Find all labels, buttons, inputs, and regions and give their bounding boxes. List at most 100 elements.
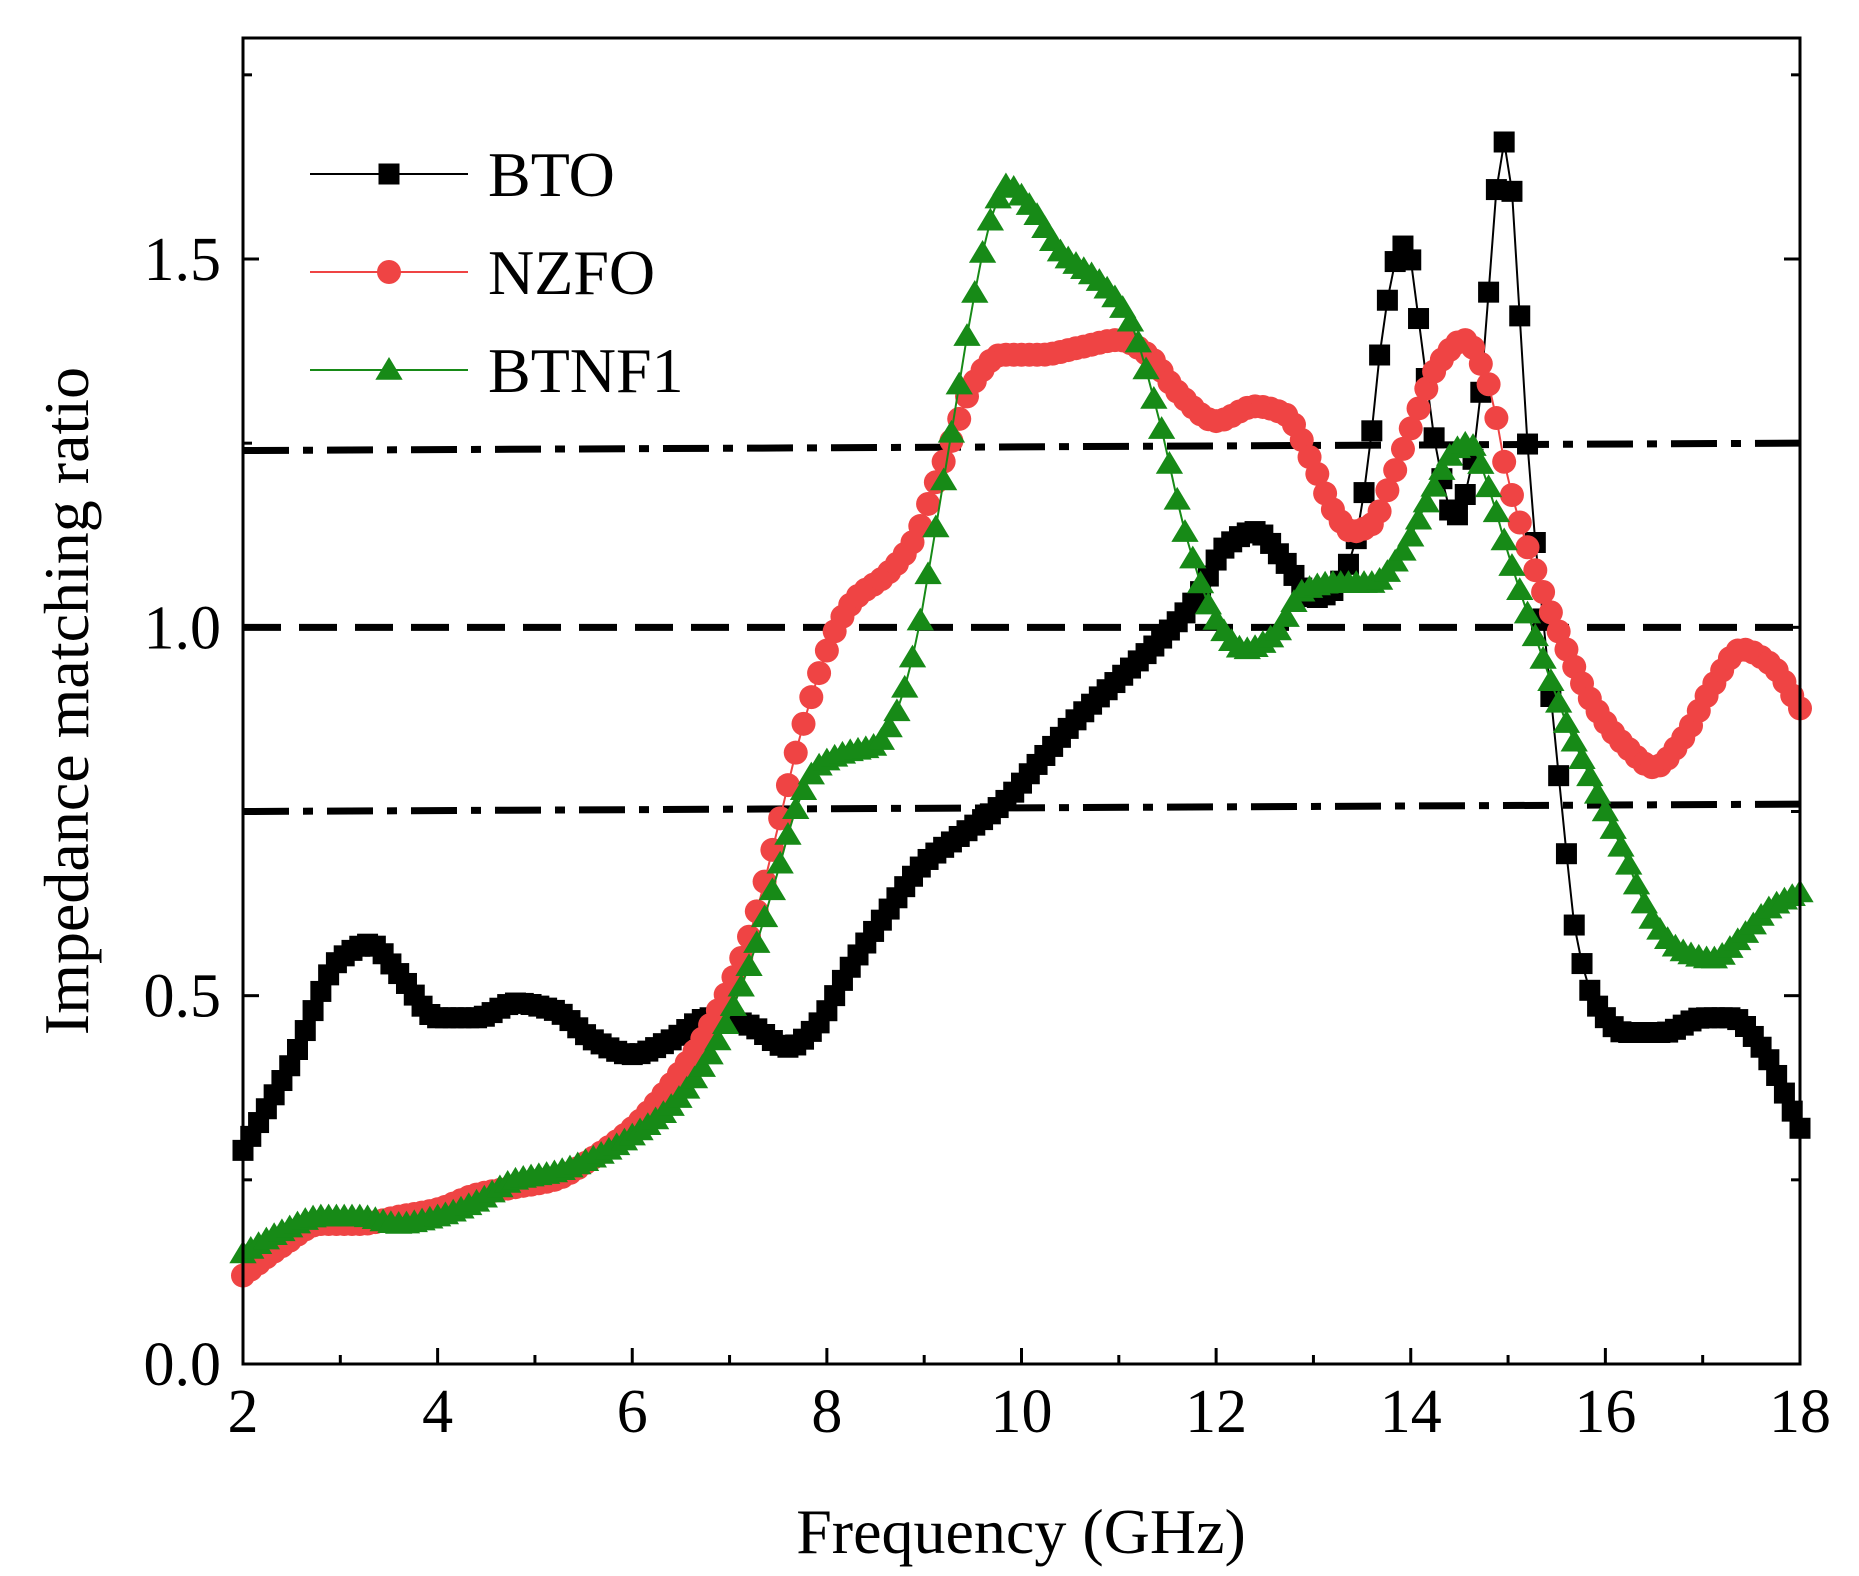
data-point-bto [1555,843,1577,865]
legend-marker-bto [378,163,400,185]
data-point-btnf1 [1545,689,1573,713]
data-point-btnf1 [1186,570,1215,594]
data-point-btnf1 [1521,623,1549,647]
data-point-btnf1 [1428,457,1456,480]
data-point-btnf1 [1140,385,1168,409]
data-point-nzfo [1305,461,1330,486]
x-tick-label: 2 [228,1378,259,1446]
data-point-bto [1501,180,1523,202]
data-point-bto [1376,289,1398,311]
data-point-nzfo [1390,436,1415,461]
data-point-btnf1 [883,698,911,722]
data-point-btnf1 [1389,537,1417,561]
legend: BTO NZFO BTNF1 [310,139,684,406]
data-point-nzfo [1531,579,1556,604]
x-tick-label: 14 [1380,1378,1442,1446]
data-point-nzfo [1538,600,1563,625]
data-point-bto [294,1020,316,1042]
data-point-nzfo [783,740,808,765]
data-point-btnf1 [1506,577,1534,600]
data-point-btnf1 [1622,871,1651,895]
series-layer [229,131,1814,1288]
x-axis-title: Frequency (GHz) [796,1496,1246,1567]
y-tick-label: 0.0 [144,1331,222,1399]
data-point-btnf1 [1591,798,1620,822]
y-tick-label: 1.0 [144,594,222,662]
plot-frame [241,36,1802,1366]
series-btnf1 [229,172,1814,1264]
data-point-nzfo [807,661,832,686]
y-axis-title: Impedance matching ratio [31,367,102,1035]
data-point-bto [1579,979,1601,1001]
data-point-btnf1 [1459,433,1487,456]
data-point-btnf1 [1537,668,1565,692]
legend-label-btnf1: BTNF1 [488,335,684,406]
x-tick-label: 16 [1574,1378,1636,1446]
x-tick-label: 18 [1769,1378,1831,1446]
legend-item-nzfo: NZFO [310,237,655,308]
data-point-btnf1 [782,796,810,819]
data-point-btnf1 [1420,473,1448,497]
data-point-nzfo [814,638,839,663]
data-point-btnf1 [1498,553,1526,576]
data-point-bto [1548,765,1570,787]
data-point-nzfo [1546,619,1571,644]
data-point-bto [1353,482,1375,504]
data-point-btnf1 [937,419,966,443]
data-point-nzfo [1476,372,1501,397]
data-point-nzfo [1499,483,1524,508]
data-point-btnf1 [735,953,763,976]
y-tick-label: 0.5 [144,963,222,1031]
data-point-btnf1 [1560,728,1588,752]
data-point-btnf1 [1147,416,1176,439]
data-point-bto [1571,953,1593,975]
data-point-nzfo [1492,449,1517,474]
data-point-bto [1454,484,1476,506]
data-point-bto [1369,344,1391,366]
data-point-btnf1 [743,930,771,953]
data-point-btnf1 [930,467,958,491]
data-point-nzfo [791,711,816,736]
data-point-nzfo [916,491,941,516]
data-point-btnf1 [1568,746,1596,769]
data-point-nzfo [931,449,956,474]
data-point-btnf1 [680,1065,709,1089]
data-point-bto [1400,249,1422,271]
x-tick-label: 8 [811,1378,842,1446]
data-point-btnf1 [1513,600,1542,624]
data-point-btnf1 [914,561,942,585]
data-point-bto [1408,308,1430,330]
data-point-bto [1337,553,1359,575]
data-point-btnf1 [1615,851,1643,875]
data-point-btnf1 [1179,545,1207,569]
data-point-bto [1493,131,1515,153]
data-point-bto [1766,1064,1788,1086]
data-point-btnf1 [968,240,997,263]
data-point-btnf1 [1272,604,1300,627]
data-point-btnf1 [1264,617,1293,641]
series-bto [232,131,1811,1161]
data-point-btnf1 [875,714,903,738]
data-point-nzfo [1383,458,1408,483]
data-point-btnf1 [1155,450,1184,474]
data-point-nzfo [1398,416,1423,441]
data-point-btnf1 [1467,451,1495,474]
data-point-btnf1 [750,904,779,928]
x-tick-label: 12 [1185,1378,1247,1446]
x-axis: 2 4 6 8 10 12 14 16 18 [228,1348,1831,1446]
data-point-btnf1 [1124,329,1152,353]
data-point-btnf1 [1132,356,1160,380]
data-point-btnf1 [766,850,794,874]
data-point-btnf1 [758,877,787,901]
data-point-btnf1 [891,674,919,698]
data-point-btnf1 [1163,486,1191,510]
data-point-btnf1 [961,280,989,303]
data-point-btnf1 [976,207,1005,231]
legend-item-bto: BTO [310,139,615,210]
data-point-btnf1 [1482,499,1511,523]
data-point-btnf1 [1474,474,1503,498]
data-point-btnf1 [984,185,1012,209]
data-point-bto [310,980,332,1002]
data-point-btnf1 [1599,816,1627,839]
